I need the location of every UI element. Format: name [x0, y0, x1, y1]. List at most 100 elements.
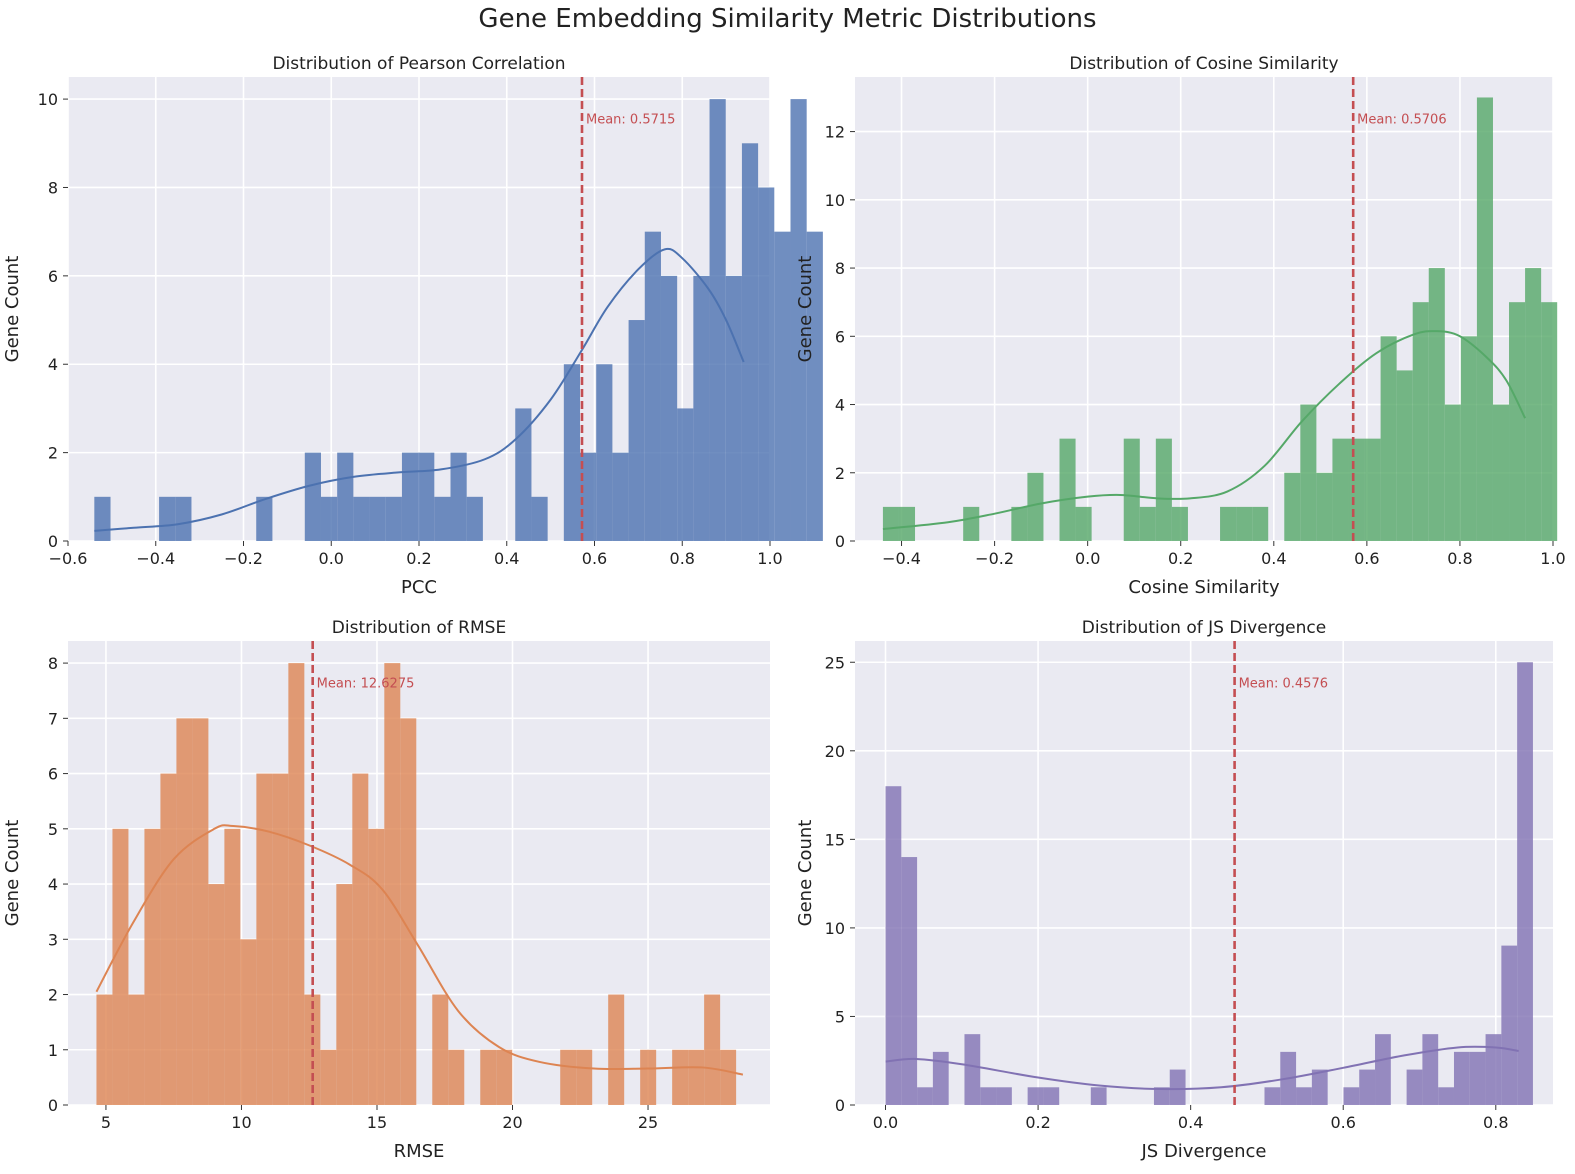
histogram-bar	[1348, 438, 1365, 541]
histogram-bar	[288, 663, 305, 1105]
chart-title: Distribution of JS Divergence	[1082, 618, 1326, 638]
x-tick-label: 0.0	[873, 1113, 898, 1132]
histogram-bar	[1412, 302, 1429, 541]
histogram-bar	[1485, 1034, 1502, 1105]
histogram-bar	[560, 1049, 577, 1105]
x-tick-label: 1.0	[1540, 549, 1565, 568]
histogram-bar	[608, 994, 625, 1105]
histogram-bar	[1171, 506, 1188, 541]
y-tick-label: 2	[48, 986, 58, 1005]
histogram-bar	[709, 99, 726, 541]
histogram-bar	[208, 884, 225, 1105]
histogram-bar	[677, 408, 694, 541]
y-tick-label: 1	[48, 1041, 58, 1060]
x-tick-label: 5	[101, 1113, 111, 1132]
figure-title: Gene Embedding Similarity Metric Distrib…	[478, 4, 1097, 34]
x-tick-label: 0.6	[582, 549, 607, 568]
y-tick-label: 20	[825, 742, 845, 761]
histogram-bar	[480, 1049, 497, 1105]
histogram-bar	[790, 99, 807, 541]
x-tick-label: 0.8	[1483, 1113, 1508, 1132]
y-axis-label: Gene Count	[795, 820, 816, 927]
histogram-bar	[353, 496, 370, 541]
x-tick-label: 0.4	[1178, 1113, 1203, 1132]
histogram-bar	[1517, 662, 1533, 1105]
chart-title: Distribution of Pearson Correlation	[272, 54, 565, 74]
histogram-bar	[1011, 506, 1028, 541]
histogram-bar	[1375, 1034, 1391, 1105]
histogram-bar	[94, 496, 111, 541]
x-axis-label: RMSE	[394, 1141, 445, 1162]
histogram-bar	[885, 786, 902, 1105]
histogram-bar	[996, 1087, 1012, 1105]
x-tick-label: 0.2	[1025, 1113, 1050, 1132]
x-tick-label: 0.2	[406, 549, 431, 568]
histogram-bar	[1027, 1087, 1044, 1105]
x-tick-label: 0.4	[1261, 549, 1286, 568]
histogram-bar	[1123, 438, 1140, 541]
y-tick-label: 10	[825, 919, 845, 938]
histogram-bar	[466, 496, 483, 541]
x-tick-label: 0.6	[1354, 549, 1379, 568]
histogram-bar	[741, 143, 759, 542]
histogram-bar	[144, 828, 161, 1105]
chart-panel-1: Mean: 0.5715 −0.6 −0.4 −0.2 0.0 0.2 0.4 0.6 0.8 1…	[2, 54, 823, 598]
x-tick-label: −0.2	[975, 549, 1014, 568]
y-tick-label: 5	[835, 1007, 845, 1026]
histogram-bar	[515, 408, 532, 541]
y-tick-label: 15	[825, 830, 845, 849]
histogram-bar	[192, 718, 209, 1105]
histogram-bar	[1059, 438, 1076, 541]
histogram-bar	[369, 496, 386, 541]
histogram-bar	[352, 773, 369, 1105]
y-tick-label: 6	[48, 267, 58, 286]
histogram-bar	[368, 828, 385, 1105]
histogram-bar	[672, 1049, 689, 1105]
histogram-bar	[1043, 1087, 1060, 1105]
histogram-bar	[1090, 1087, 1107, 1105]
x-tick-label: 0.8	[1447, 549, 1472, 568]
x-tick-label: −0.4	[882, 549, 921, 568]
histogram-bar	[917, 1087, 933, 1105]
histogram-bar	[320, 496, 338, 541]
histogram-bar	[1428, 268, 1445, 541]
histogram-bar	[688, 1049, 705, 1105]
y-axis-label: Gene Count	[2, 256, 23, 363]
histogram-bar	[400, 718, 417, 1105]
x-tick-label: 0.4	[494, 549, 519, 568]
kde-curve	[882, 330, 1526, 531]
histogram-bar	[963, 506, 980, 541]
y-axis-label: Gene Count	[795, 256, 816, 363]
histogram-bar	[1444, 404, 1461, 541]
histogram-bar	[774, 231, 791, 541]
histogram-bar	[1406, 1069, 1423, 1105]
x-tick-label: 10	[231, 1113, 251, 1132]
x-tick-label: 0.2	[1168, 549, 1193, 568]
histogram-bar	[1075, 506, 1092, 541]
x-tick-label: 0.6	[1330, 1113, 1355, 1132]
histogram-bar	[1332, 438, 1349, 541]
y-tick-label: 8	[48, 654, 58, 673]
histogram-bar	[159, 496, 176, 541]
histogram-bar	[401, 452, 419, 541]
y-tick-label: 7	[48, 709, 58, 728]
y-tick-label: 4	[48, 875, 58, 894]
kde-curve	[94, 247, 745, 532]
histogram-bar	[1501, 945, 1518, 1105]
x-tick-label: −0.6	[49, 549, 88, 568]
histogram-bar	[882, 506, 899, 541]
y-tick-label: 4	[48, 355, 58, 374]
histogram-bar	[1476, 97, 1493, 542]
kde-curve	[95, 824, 744, 1076]
chart-title: Distribution of RMSE	[332, 618, 506, 638]
histogram-bar	[640, 1049, 657, 1105]
histogram-bar	[1252, 506, 1269, 541]
y-tick-label: 8	[48, 178, 58, 197]
histogram-bar	[176, 718, 193, 1105]
histogram-bar	[224, 828, 241, 1105]
histogram-bar	[563, 364, 581, 541]
histogram-bar	[704, 994, 721, 1105]
histogram-bar	[112, 828, 129, 1105]
histogram-bar	[434, 496, 451, 541]
